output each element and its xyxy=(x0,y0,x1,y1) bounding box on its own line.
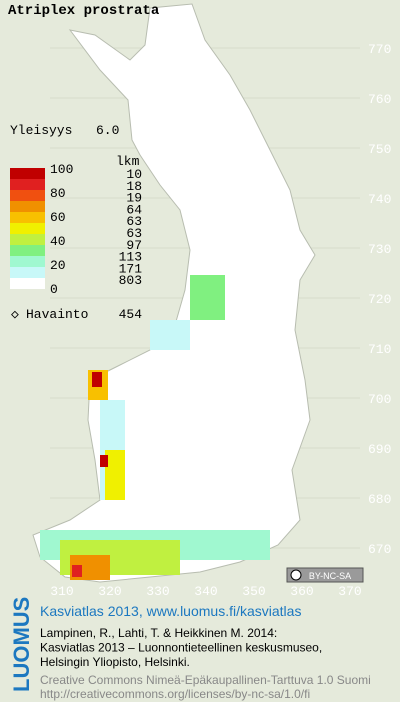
legend-scale-label: 60 xyxy=(50,210,66,225)
species-title: Atriplex prostrata xyxy=(8,3,160,19)
legend-count: 10 xyxy=(126,167,142,182)
x-grid-label: 350 xyxy=(242,584,265,599)
legend-swatch xyxy=(10,201,45,212)
frequency-label: Yleisyys xyxy=(10,123,72,138)
logo: LUOMUS xyxy=(9,597,34,692)
citation-line: Helsingin Yliopisto, Helsinki. xyxy=(40,655,190,669)
legend-count: 113 xyxy=(119,250,142,265)
y-grid-label: 690 xyxy=(368,442,391,457)
legend-swatch xyxy=(10,234,45,245)
legend-count: 63 xyxy=(126,214,142,229)
citation-line: Lampinen, R., Lahti, T. & Heikkinen M. 2… xyxy=(40,626,277,640)
y-grid-label: 730 xyxy=(368,242,391,257)
license-badge: BY-NC-SA xyxy=(309,571,351,581)
legend-swatch xyxy=(10,190,45,201)
legend-scale-label: 80 xyxy=(50,186,66,201)
citation-line: Kasviatlas 2013 – Luonnontieteellinen ke… xyxy=(40,641,322,655)
x-grid-label: 330 xyxy=(146,584,169,599)
x-grid-label: 360 xyxy=(290,584,313,599)
legend-scale-label: 0 xyxy=(50,282,58,297)
license-badge-box xyxy=(286,567,364,583)
y-grid-label: 670 xyxy=(368,542,391,557)
legend-scale-label: 40 xyxy=(50,234,66,249)
legend-count: 803 xyxy=(119,273,142,288)
x-grid-label: 370 xyxy=(338,584,361,599)
x-grid-label: 310 xyxy=(50,584,73,599)
legend-swatch xyxy=(10,256,45,267)
legend-count: 18 xyxy=(126,179,142,194)
coastal-cells xyxy=(40,275,270,580)
legend-swatch xyxy=(10,245,45,256)
y-grid-label: 740 xyxy=(368,192,391,207)
x-grid-label: 340 xyxy=(194,584,217,599)
legend-count: 64 xyxy=(126,202,142,217)
legend-swatch xyxy=(10,179,45,190)
legend-swatch xyxy=(10,168,45,179)
cc-icon xyxy=(290,569,302,581)
footer-heading: Kasviatlas 2013, www.luomus.fi/kasviatla… xyxy=(40,603,301,619)
observation-symbol: ◇ xyxy=(11,307,19,322)
y-grid-label: 700 xyxy=(368,392,391,407)
legend-swatch xyxy=(10,223,45,234)
footer-text: Lampinen, R., Lahti, T. & Heikkinen M. 2… xyxy=(40,626,371,701)
observation-count: 454 xyxy=(119,307,143,322)
y-grid-label: 710 xyxy=(368,342,391,357)
y-grid-label: 770 xyxy=(368,42,391,57)
legend-swatch xyxy=(10,212,45,223)
legend-count: 19 xyxy=(126,191,142,206)
grid-labels: 770 760 750 740 730 720 710 700 690 680 670 310 320 3… xyxy=(50,42,391,599)
legend-swatch xyxy=(10,267,45,278)
license-line: http://creativecommons.org/licenses/by-n… xyxy=(40,687,310,701)
y-grid-label: 720 xyxy=(368,292,391,307)
y-grid-label: 760 xyxy=(368,92,391,107)
legend-count: 171 xyxy=(119,261,143,276)
observations-label: Havainto xyxy=(26,307,88,322)
license-line: Creative Commons Nimeä-Epäkaupallinen-Ta… xyxy=(40,673,371,687)
count-header: lkm xyxy=(116,154,140,169)
y-grid-label: 750 xyxy=(368,142,391,157)
legend-count: 97 xyxy=(126,238,142,253)
legend-scale-label: 100 xyxy=(50,162,73,177)
frequency-value: 6.0 xyxy=(96,123,119,138)
y-grid-label: 680 xyxy=(368,492,391,507)
x-grid-label: 320 xyxy=(98,584,121,599)
legend-swatch xyxy=(10,278,45,289)
legend-scale-label: 20 xyxy=(50,258,66,273)
legend-count: 63 xyxy=(126,226,142,241)
